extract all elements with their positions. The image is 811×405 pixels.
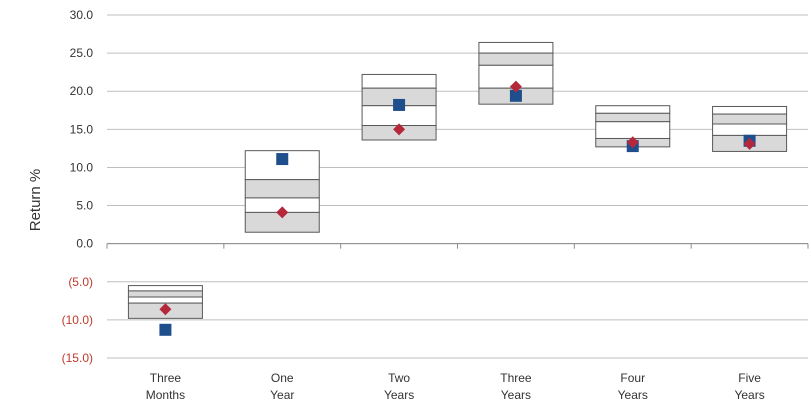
percentile-band xyxy=(244,179,320,199)
percentile-band xyxy=(712,123,788,136)
category-label-line2: Years xyxy=(618,388,648,402)
y-axis-tick-labels: 30.0 25.0 20.0 15.0 10.0 5.0 0.0 (5.0) (10.0) (15… xyxy=(62,8,94,365)
y-tick-label: (10.0) xyxy=(62,313,93,327)
y-tick-label: 15.0 xyxy=(70,122,94,136)
x-axis-category-labels: Three Months One Year Two Years Three Years Four… xyxy=(146,371,765,402)
percentile-band xyxy=(478,52,554,66)
y-tick-label: 30.0 xyxy=(70,8,94,22)
category-label-line1: Three xyxy=(150,371,182,385)
percentile-band xyxy=(595,121,671,139)
diamond-marker xyxy=(743,137,756,150)
category-label-line2: Years xyxy=(501,388,531,402)
percentile-band xyxy=(595,105,671,114)
category-label-line2: Year xyxy=(270,388,294,402)
percentile-band xyxy=(712,105,788,115)
y-tick-label: 10.0 xyxy=(70,160,94,174)
percentile-band xyxy=(127,290,203,298)
diamond-marker xyxy=(393,123,406,136)
series-markers xyxy=(159,80,756,336)
category-label-line2: Years xyxy=(734,388,764,402)
square-marker xyxy=(509,89,522,102)
percentile-band xyxy=(478,41,554,54)
y-tick-label: 5.0 xyxy=(76,199,93,213)
diamond-marker xyxy=(626,136,639,149)
category-label-line1: One xyxy=(271,371,294,385)
y-tick-label: (15.0) xyxy=(62,351,93,365)
diamond-marker xyxy=(159,303,172,316)
y-tick-label: (5.0) xyxy=(68,275,93,289)
percentile-band xyxy=(595,112,671,123)
square-marker xyxy=(276,153,289,166)
percentile-band xyxy=(712,113,788,125)
category-label-line1: Three xyxy=(500,371,532,385)
category-label-line1: Four xyxy=(620,371,645,385)
y-tick-label: 25.0 xyxy=(70,46,94,60)
percentile-band xyxy=(361,73,437,89)
category-label-line1: Five xyxy=(738,371,761,385)
category-label-line2: Years xyxy=(384,388,414,402)
percentile-band xyxy=(127,296,203,304)
y-axis-title: Return % xyxy=(27,169,44,232)
percentile-band xyxy=(127,285,203,292)
gridlines xyxy=(106,14,809,359)
category-label-line1: Two xyxy=(388,371,410,385)
diamond-marker xyxy=(509,80,522,93)
percentile-boxes xyxy=(127,41,788,319)
square-marker xyxy=(393,98,406,111)
square-marker xyxy=(159,323,172,336)
y-tick-label: 20.0 xyxy=(70,84,94,98)
category-label-line2: Months xyxy=(146,388,185,402)
y-tick-label: 0.0 xyxy=(76,237,93,251)
diamond-marker xyxy=(276,206,289,219)
